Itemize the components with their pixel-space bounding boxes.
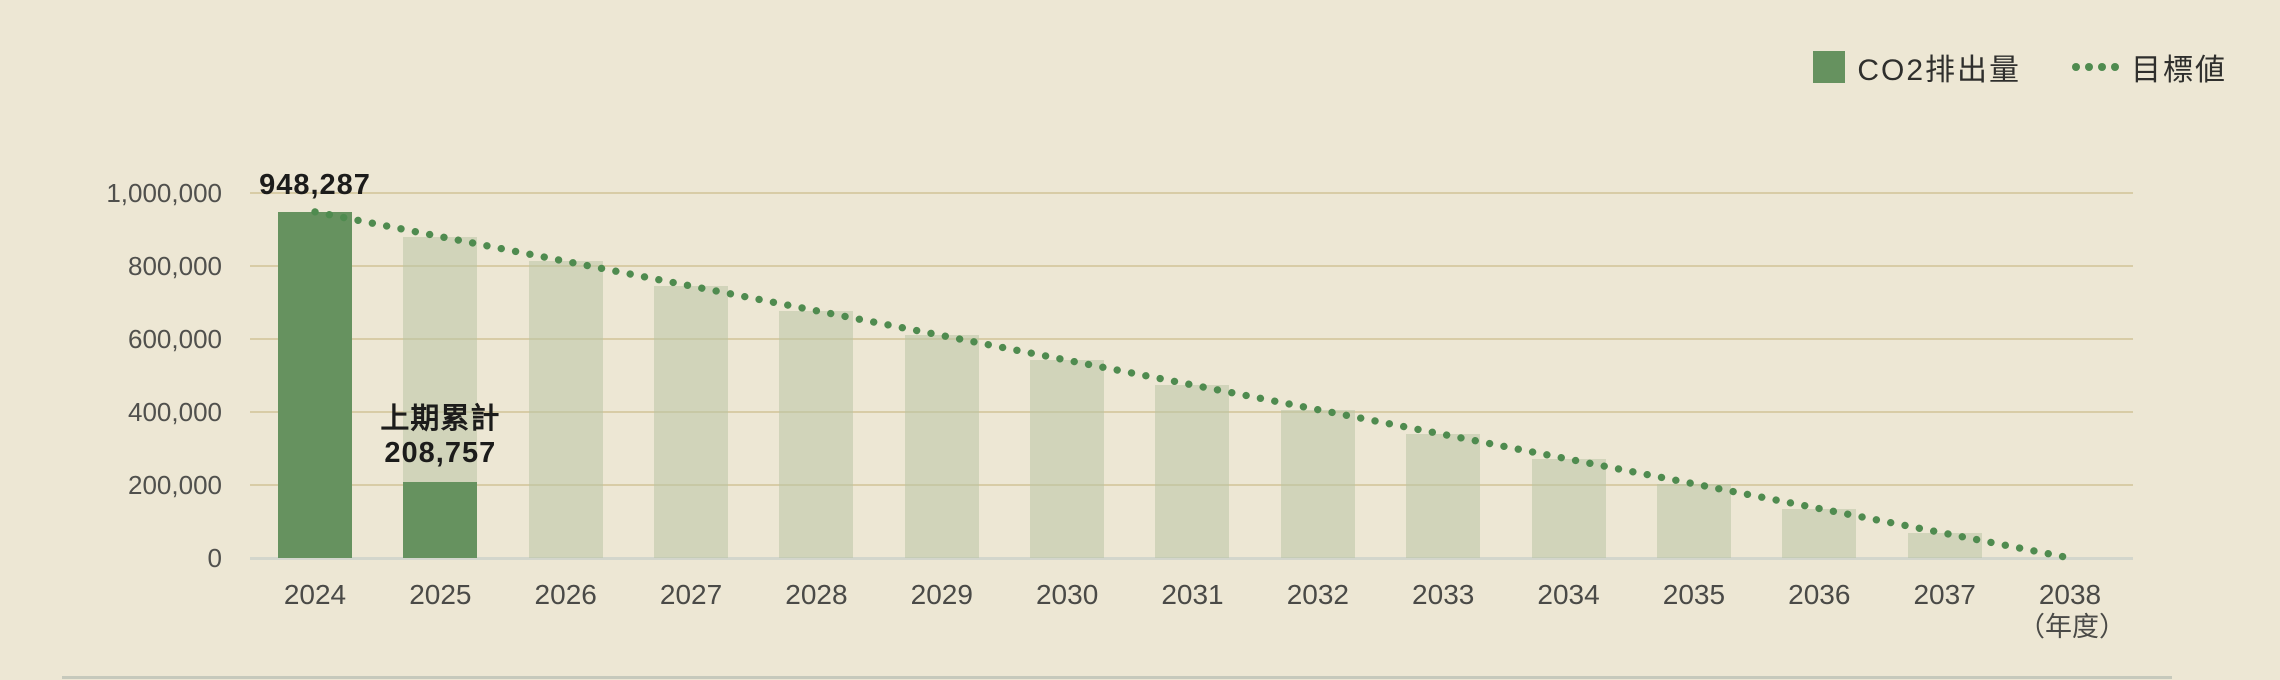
x-tick-label-2024: 2024: [283, 579, 347, 610]
x-tick-label-2025: 2025: [409, 579, 472, 610]
target-bar-2036: [1782, 508, 1857, 558]
legend-co2-label: CO2排出量: [1857, 54, 2021, 87]
target-bar-2032: [1280, 409, 1355, 558]
x-tick-label-2033: 2033: [1412, 579, 1475, 610]
x-tick-label-2029: 2029: [910, 579, 973, 610]
legend-item-target: 目標値: [2071, 45, 2227, 89]
bottom-divider: [62, 676, 2172, 679]
legend-target-label: 目標値: [2131, 54, 2227, 87]
x-tick-label-2027: 2027: [659, 579, 723, 610]
target-bar-2031: [1155, 384, 1230, 558]
y-tick-label: 400,000: [128, 397, 222, 427]
target-bar-2034: [1531, 459, 1606, 558]
x-tick-label-2030: 2030: [1035, 579, 1099, 610]
gridline: [250, 192, 2133, 194]
x-tick-label-2037: 2037: [1913, 579, 1976, 610]
target-bar-2027: [654, 286, 729, 558]
co2-bar-2024: [278, 211, 352, 558]
x-tick-label-2038: 2038: [2038, 579, 2102, 610]
target-bar-2030: [1030, 360, 1105, 558]
x-tick-label-2034: 2034: [1537, 579, 1600, 610]
y-tick-label: 0: [207, 543, 222, 573]
target-bar-2035: [1656, 483, 1731, 558]
y-tick-label: 1,000,000: [106, 178, 222, 208]
data-label-2024: 948,287: [259, 168, 371, 201]
y-tick-label: 800,000: [128, 251, 222, 281]
x-tick-label-2035: 2035: [1662, 579, 1726, 610]
x-tick-label-2032: 2032: [1286, 579, 1349, 610]
x-tick-label-2028: 2028: [785, 579, 848, 610]
legend-item-co2: CO2排出量: [1813, 45, 2021, 89]
co2-bar-swatch-icon: [1813, 51, 1846, 83]
target-bar-2029: [904, 335, 979, 558]
co2-bar-2025: [403, 481, 478, 558]
y-tick-label: 200,000: [128, 470, 222, 500]
x-tick-label-2031: 2031: [1161, 579, 1224, 610]
x-tick-label-2026: 2026: [534, 579, 597, 610]
target-bar-2033: [1406, 434, 1481, 558]
data-label-2025: 上期累計 208,757: [380, 402, 501, 469]
y-tick-label: 600,000: [128, 324, 222, 354]
target-bar-2028: [779, 310, 854, 558]
dotted-line-swatch-icon: [2072, 63, 2119, 71]
x-axis-unit-label: （年度）: [2017, 612, 2126, 642]
target-bar-2037: [1907, 533, 1982, 558]
chart-legend: CO2排出量 目標値: [1813, 45, 2227, 89]
x-tick-label-2036: 2036: [1788, 579, 1851, 610]
